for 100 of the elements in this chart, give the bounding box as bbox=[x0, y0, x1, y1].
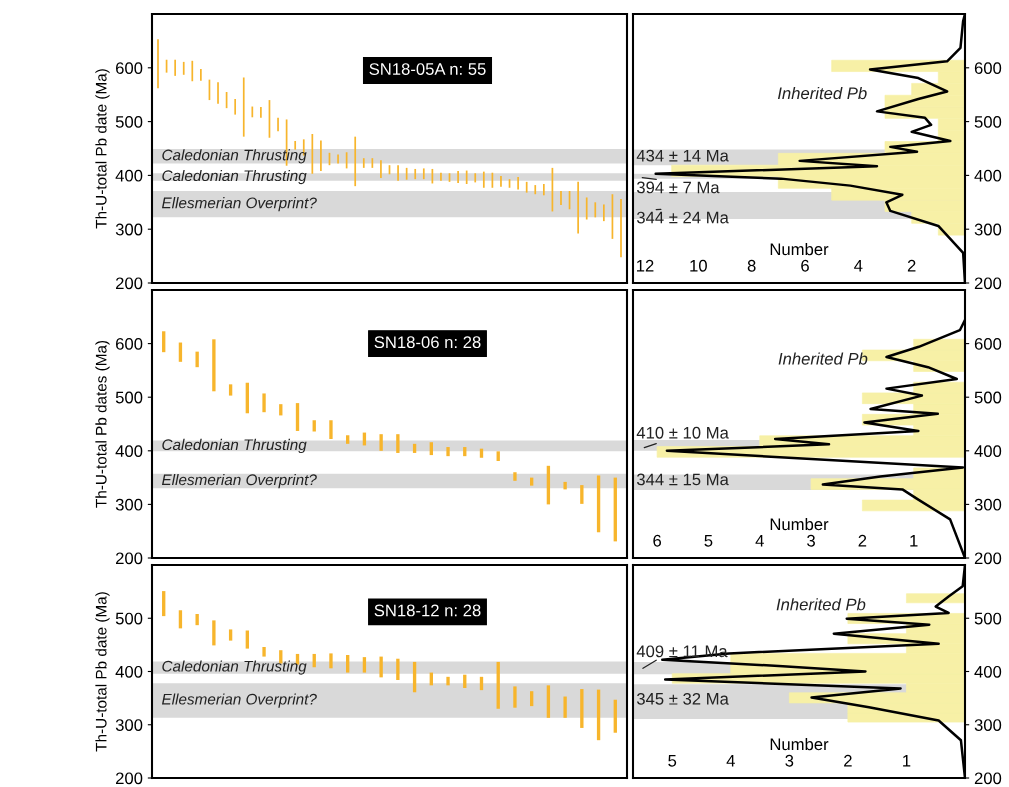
y-axis-title: Th-U-total Pb date (Ma) bbox=[95, 69, 110, 229]
bar bbox=[346, 654, 350, 673]
x-tick-label: 5 bbox=[704, 535, 713, 547]
y-tick-label: 400 bbox=[974, 169, 1002, 182]
bar bbox=[228, 629, 233, 641]
x-tick-label: 2 bbox=[858, 534, 867, 547]
annotation: SN18-06 n: 28 bbox=[374, 336, 481, 349]
y-tick-label: 400 bbox=[974, 445, 1002, 457]
bar bbox=[379, 434, 383, 451]
y-tick-label: 600 bbox=[116, 338, 143, 350]
x-tick-label: 2 bbox=[907, 259, 916, 272]
bar bbox=[580, 689, 584, 728]
bar bbox=[546, 685, 551, 718]
annotation: 344 ± 24 Ma bbox=[636, 211, 729, 224]
bar bbox=[228, 384, 233, 396]
x-tick-label: 5 bbox=[668, 755, 677, 767]
x-tick-label: 3 bbox=[785, 754, 794, 767]
y-tick-label: 500 bbox=[974, 612, 1002, 625]
bar bbox=[563, 481, 567, 490]
x-tick-label: 6 bbox=[653, 534, 662, 547]
bar bbox=[362, 657, 367, 673]
y-tick-label: 300 bbox=[974, 223, 1002, 236]
bar bbox=[295, 403, 300, 431]
bar bbox=[195, 351, 199, 368]
x-tick-label: 4 bbox=[726, 755, 735, 767]
y-tick-label: 600 bbox=[116, 62, 143, 74]
bar bbox=[162, 331, 166, 353]
bar bbox=[513, 686, 517, 708]
annotation: Inherited Pb bbox=[778, 352, 868, 365]
x-tick-label: 1 bbox=[910, 535, 918, 547]
y-axis-title: Th-U-total Pb date (Ma) bbox=[95, 592, 110, 752]
band-label: Caledonian Thrusting bbox=[162, 438, 307, 454]
bar bbox=[412, 443, 417, 453]
bar bbox=[613, 699, 617, 733]
y-tick-label: 500 bbox=[974, 391, 1002, 404]
y-tick-label: 200 bbox=[116, 772, 143, 785]
y-tick-label: 300 bbox=[115, 719, 143, 731]
y-tick-label: 300 bbox=[115, 498, 143, 511]
y-tick-label: 500 bbox=[115, 391, 143, 404]
bar bbox=[212, 339, 216, 392]
bar bbox=[463, 447, 467, 457]
annotation: 345 ± 32 Ma bbox=[636, 692, 729, 705]
x-tick-label: 8 bbox=[747, 259, 756, 272]
bar bbox=[496, 661, 500, 709]
x-tick-label: 2 bbox=[844, 754, 852, 767]
band-label: Ellesmerian Overprint? bbox=[161, 693, 317, 708]
bar bbox=[396, 434, 400, 453]
y-tick-label: 300 bbox=[974, 719, 1002, 731]
y-tick-label: 500 bbox=[974, 116, 1002, 128]
band-label: Caledonian Thrusting bbox=[162, 660, 307, 675]
bar bbox=[346, 435, 350, 444]
annotation: SN18-05A n: 55 bbox=[369, 63, 486, 75]
y-tick-label: 300 bbox=[974, 498, 1002, 511]
y-tick-label: 200 bbox=[974, 552, 1002, 565]
y-tick-label: 500 bbox=[115, 116, 143, 128]
x-tick-label: 4 bbox=[755, 535, 764, 547]
y-tick-label: 400 bbox=[115, 169, 143, 182]
y-tick-label: 200 bbox=[974, 772, 1002, 785]
bar bbox=[563, 696, 567, 718]
annotation: 434 ± 14 Ma bbox=[636, 149, 729, 162]
bar bbox=[262, 647, 266, 657]
bar bbox=[496, 451, 500, 461]
bar bbox=[195, 613, 199, 626]
bar bbox=[312, 420, 316, 432]
bar bbox=[479, 448, 484, 458]
bar bbox=[446, 447, 450, 457]
x-tick-label: 12 bbox=[637, 259, 654, 272]
bar bbox=[379, 656, 383, 678]
band-label: Ellesmerian Overprint? bbox=[161, 197, 317, 212]
bar bbox=[513, 472, 517, 481]
annotation: Inherited Pb bbox=[777, 86, 867, 100]
y-tick-label: 200 bbox=[116, 277, 143, 290]
bar bbox=[329, 420, 333, 440]
y-tick-label: 600 bbox=[974, 338, 1002, 350]
y-axis-title: Th-U-total Pb dates (Ma) bbox=[95, 340, 110, 508]
annotation: 394 ± 7 Ma bbox=[636, 181, 720, 194]
x-axis-title: Number bbox=[770, 738, 829, 751]
y-tick-label: 200 bbox=[974, 277, 1002, 290]
bar bbox=[580, 485, 584, 504]
y-tick-label: 600 bbox=[974, 62, 1002, 74]
x-axis-title: Number bbox=[770, 518, 829, 531]
bar bbox=[245, 630, 250, 649]
x-tick-label: 4 bbox=[854, 260, 863, 272]
x-tick-label: 1 bbox=[903, 755, 911, 767]
y-tick-label: 400 bbox=[974, 665, 1002, 678]
x-tick-label: 10 bbox=[690, 259, 707, 272]
x-tick-label: 6 bbox=[801, 259, 809, 272]
bar bbox=[212, 620, 216, 646]
y-tick-label: 500 bbox=[115, 612, 143, 625]
x-axis-title: Number bbox=[770, 243, 829, 256]
y-tick-label: 200 bbox=[116, 552, 143, 565]
bar bbox=[329, 653, 333, 669]
annotation: Inherited Pb bbox=[776, 598, 866, 611]
annotation: 344 ± 15 Ma bbox=[636, 473, 729, 486]
bar bbox=[429, 442, 433, 456]
y-tick-label: 300 bbox=[115, 223, 143, 236]
bar bbox=[596, 475, 601, 533]
bar bbox=[529, 691, 534, 707]
bar bbox=[262, 393, 266, 413]
band-label: Ellesmerian Overprint? bbox=[161, 473, 317, 489]
